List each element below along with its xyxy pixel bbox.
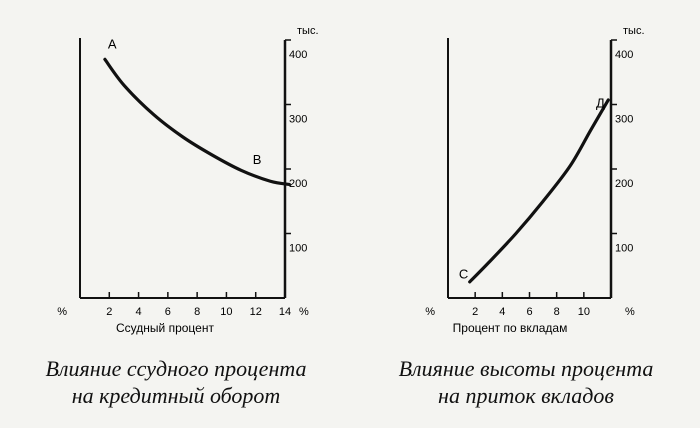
x-unit-label: % [425, 306, 435, 318]
y-tick-label: 100 [615, 243, 633, 255]
x-axis-title: Процент по вкладам [453, 321, 568, 335]
x-tick-label: 2 [106, 306, 112, 318]
caption-loan-rate: Влияние ссудного процента на кредитный о… [0, 355, 352, 409]
caption-line: Влияние высоты процента [398, 356, 654, 381]
point-label: A [108, 36, 117, 51]
series-line [468, 98, 610, 284]
x-tick-label: 6 [165, 306, 171, 318]
x-tick-label: 6 [526, 306, 532, 318]
chart-deposit-rate: 2 4 6 8 10% % 100 200 300 400 тыс. Процент по вклад… [425, 25, 644, 335]
chart-loan-rate: 2 4 6 8 10 12 14% % 100 200 300 400 тыс. Ссудный проц… [57, 25, 318, 335]
x-tick-label: 4 [499, 306, 505, 318]
caption-line: на кредитный оборот [71, 383, 281, 408]
point-label: С [459, 267, 468, 282]
y-axis-title: тыс. [623, 25, 645, 37]
y-unit-label: % [299, 306, 309, 318]
y-tick-label: 300 [289, 114, 307, 126]
x-tick-label: 14 [279, 306, 291, 318]
point-label: Д [596, 96, 605, 111]
caption-line: Влияние ссудного процента [45, 356, 307, 381]
y-tick-label: 100 [289, 243, 307, 255]
y-tick-label: 200 [289, 178, 307, 190]
y-tick-label: 200 [615, 178, 633, 190]
x-axis-title: Ссудный процент [116, 321, 214, 335]
caption-line: на приток вкладов [438, 383, 614, 408]
y-tick-label: 400 [615, 49, 633, 61]
caption-deposit-rate: Влияние высоты процента на приток вкладо… [352, 355, 700, 409]
x-tick-label: 2 [472, 306, 478, 318]
point-label: B [253, 152, 262, 167]
x-tick-label: 8 [194, 306, 200, 318]
y-unit-label: % [625, 306, 635, 318]
x-tick-label: 8 [554, 306, 560, 318]
y-tick-label: 300 [615, 114, 633, 126]
series-line [103, 57, 291, 187]
x-tick-label: 10 [578, 306, 590, 318]
x-tick-label: 4 [136, 306, 142, 318]
x-tick-label: 12 [250, 306, 262, 318]
x-unit-label: % [57, 306, 67, 318]
y-tick-label: 400 [289, 49, 307, 61]
x-tick-label: 10 [220, 306, 232, 318]
y-axis-title: тыс. [297, 25, 319, 37]
